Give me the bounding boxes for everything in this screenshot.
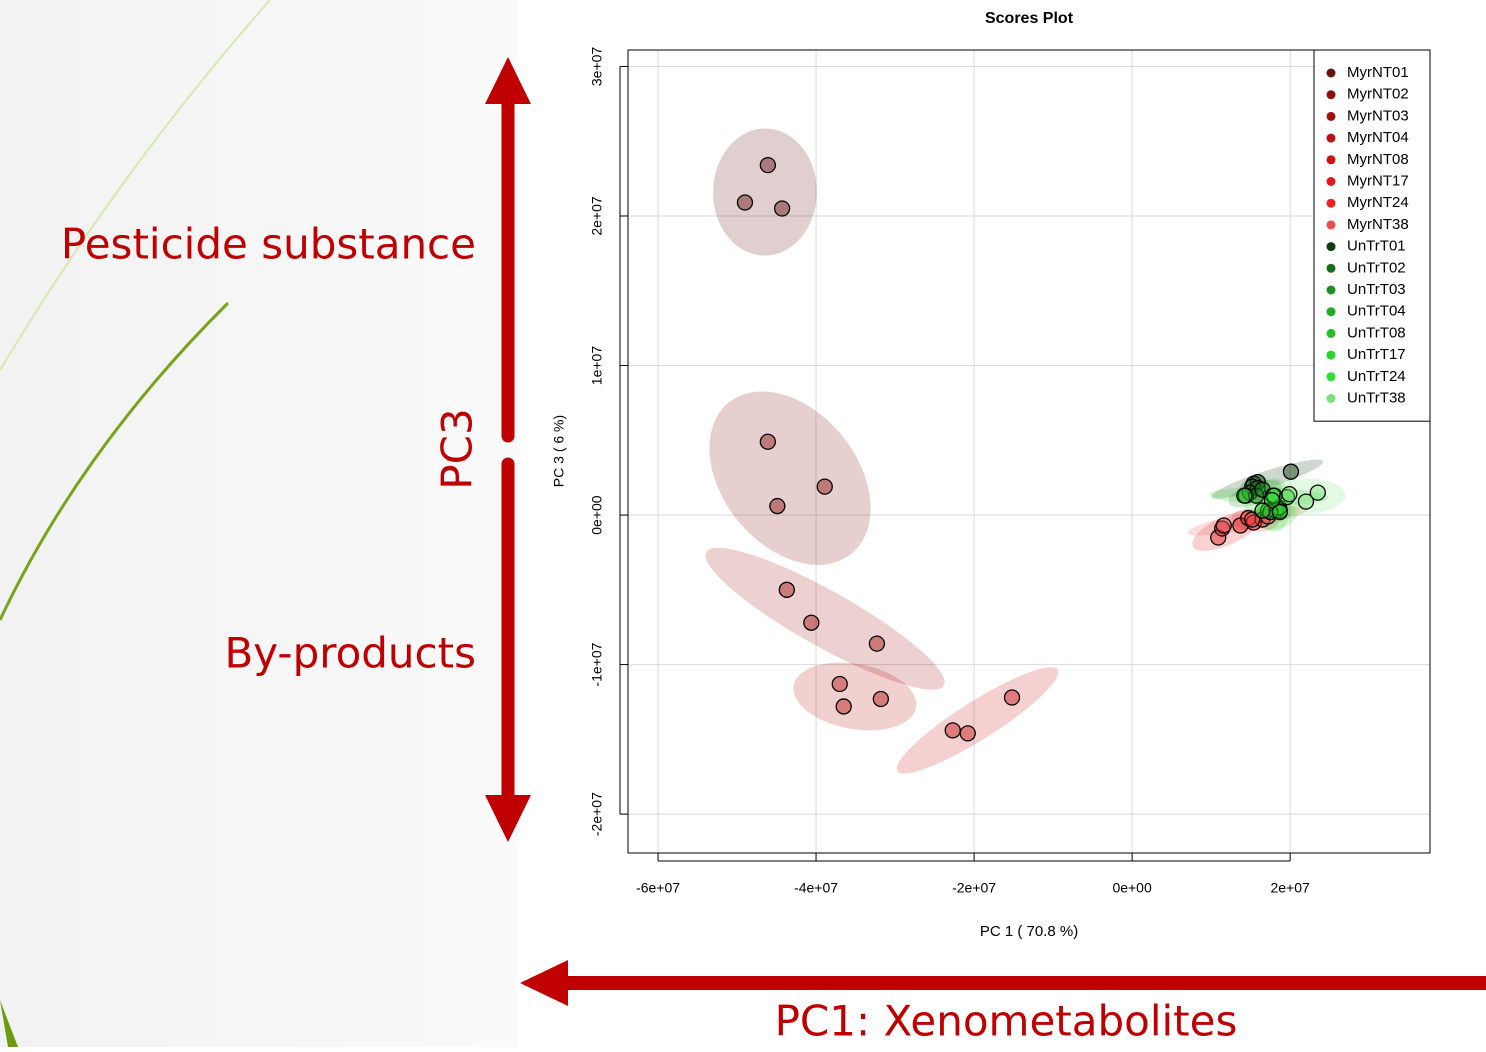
point [1282, 487, 1297, 502]
legend-label: UnTrT02 [1347, 259, 1406, 276]
point [817, 479, 832, 494]
point [1255, 503, 1270, 518]
y-tick-label: 0e+00 [589, 495, 605, 535]
point [1216, 518, 1231, 533]
annotation: Pesticide substance [61, 220, 476, 269]
x-axis-label: PC 1 ( 70.8 %) [980, 923, 1078, 940]
point [1283, 464, 1298, 479]
point [1310, 485, 1325, 500]
point [760, 158, 775, 173]
y-axis-label: PC 3 ( 6 %) [551, 415, 567, 487]
annotation: PC1: Xenometabolites [775, 997, 1238, 1046]
legend-marker [1327, 329, 1336, 338]
legend-label: MyrNT04 [1347, 129, 1409, 146]
legend-label: UnTrT17 [1347, 346, 1406, 363]
legend-label: UnTrT03 [1347, 281, 1406, 298]
point [836, 699, 851, 714]
point [775, 201, 790, 216]
legend-label: MyrNT02 [1347, 86, 1409, 103]
x-tick-label: -4e+07 [794, 880, 838, 896]
y-tick-label: 1e+07 [589, 346, 605, 386]
side-panel [0, 0, 518, 1047]
annotation: By-products [224, 629, 476, 678]
x-tick-label: -6e+07 [636, 880, 680, 896]
point [779, 582, 794, 597]
legend-label: MyrNT38 [1347, 216, 1409, 233]
legend-label: MyrNT03 [1347, 107, 1409, 124]
legend-label: UnTrT08 [1347, 324, 1406, 341]
point [960, 726, 975, 741]
point [873, 691, 888, 706]
point [770, 499, 785, 514]
y-tick-label: -1e+07 [589, 642, 605, 686]
y-tick-label: 3e+07 [589, 47, 605, 87]
legend-marker [1327, 286, 1336, 295]
slide: Scores Plot PC 1 ( 70.8 %) PC 3 ( 6 %) P… [0, 0, 1486, 1047]
legend-marker [1327, 112, 1336, 121]
legend-label: UnTrT04 [1347, 303, 1406, 320]
annotation: PC3 [433, 408, 482, 489]
legend-marker [1327, 264, 1336, 273]
legend-label: MyrNT01 [1347, 64, 1409, 81]
legend-marker [1327, 394, 1336, 403]
legend-marker [1327, 220, 1336, 229]
legend-box [1314, 50, 1430, 421]
legend-label: UnTrT01 [1347, 238, 1406, 255]
point [804, 615, 819, 630]
legend-marker [1327, 372, 1336, 381]
legend-marker [1327, 242, 1336, 251]
x-tick-label: -2e+07 [952, 880, 996, 896]
legend-marker [1327, 199, 1336, 208]
legend-label: MyrNT17 [1347, 172, 1409, 189]
point [1005, 690, 1020, 705]
point [832, 677, 847, 692]
legend-marker [1327, 307, 1336, 316]
point [869, 636, 884, 651]
legend-marker [1327, 177, 1336, 186]
point [945, 723, 960, 738]
legend-marker [1327, 134, 1336, 143]
legend-label: MyrNT08 [1347, 151, 1409, 168]
legend-label: UnTrT38 [1347, 389, 1406, 406]
chart-title: Scores Plot [985, 10, 1074, 27]
legend-label: MyrNT24 [1347, 194, 1409, 211]
legend-marker [1327, 155, 1336, 164]
legend-marker [1327, 90, 1336, 99]
y-tick-label: -2e+07 [589, 792, 605, 836]
y-tick-label: 2e+07 [589, 196, 605, 236]
x-tick-label: 2e+07 [1270, 880, 1310, 896]
legend-marker [1327, 69, 1336, 78]
x-tick-label: 0e+00 [1112, 880, 1152, 896]
legend-label: UnTrT24 [1347, 368, 1406, 385]
point [760, 434, 775, 449]
point [737, 195, 752, 210]
legend-marker [1327, 351, 1336, 360]
point [1237, 488, 1252, 503]
